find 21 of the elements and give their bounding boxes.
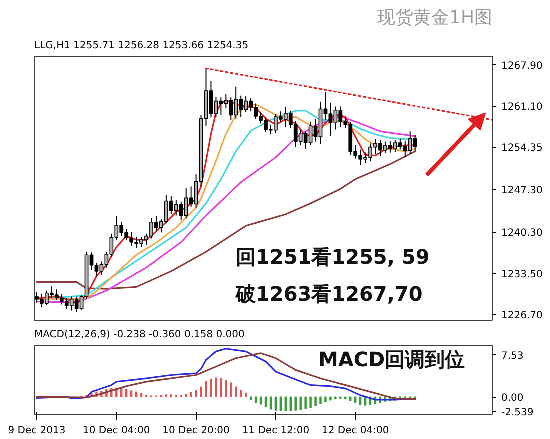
chart-title: 现货黄金1H图 <box>378 8 493 28</box>
x-tick-label: 11 Dec 12:00 <box>242 426 310 436</box>
annotation: MACD回调到位 <box>318 347 466 372</box>
y-tick-label: -2.539 <box>502 407 534 418</box>
y-tick-label: 1233.50 <box>502 269 543 280</box>
annotation: 破1263看1267,70 <box>235 282 423 306</box>
y-tick-label: 1240.30 <box>502 228 543 240</box>
y-tick-label: 0.00 <box>502 393 524 404</box>
x-tick-label: 10 Dec 20:00 <box>162 426 230 436</box>
y-tick-label: 1226.70 <box>502 310 543 322</box>
x-tick-label: 9 Dec 2013 <box>8 426 66 436</box>
y-tick-label: 1254.35 <box>502 143 543 154</box>
x-tick-label: 12 Dec 04:00 <box>322 426 390 436</box>
chart-subtitle: LLG,H1 1255.71 1256.28 1253.66 1254.35 <box>34 40 249 52</box>
annotation: 回1251看1255, 59 <box>236 245 430 270</box>
y-tick-label: 7.53 <box>502 350 524 362</box>
chart-title: MACD(12,26,9) -0.238 -0.360 0.158 0.000 <box>34 330 245 340</box>
y-tick-label: 1261.10 <box>502 102 543 114</box>
y-tick-label: 1247.30 <box>502 186 543 197</box>
x-tick-label: 10 Dec 04:00 <box>83 426 150 436</box>
y-tick-label: 1267.90 <box>502 60 543 72</box>
